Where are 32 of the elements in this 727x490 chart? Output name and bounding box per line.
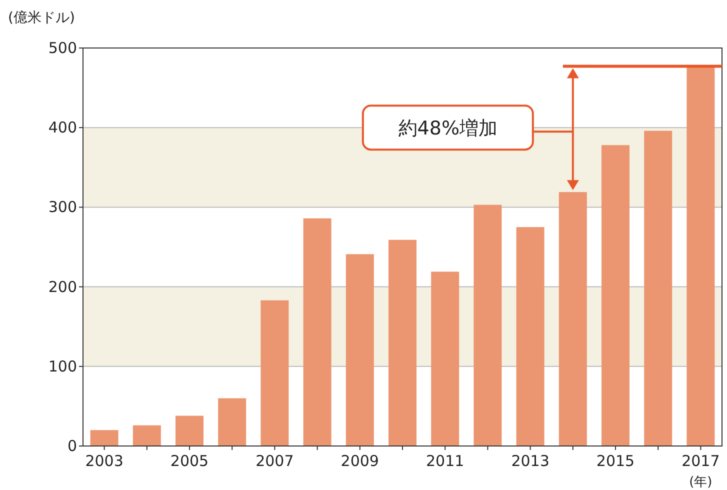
bar [516,227,544,446]
bar [260,300,289,446]
bar [388,240,416,446]
x-tick-label: 2017 [682,452,720,470]
x-tick-label: 2013 [511,452,550,470]
bar [132,425,161,446]
bar [346,254,374,446]
y-tick-label: 400 [48,118,77,137]
x-tick-label: 2009 [340,452,379,470]
bar [474,204,502,446]
x-tick-label: 2003 [85,452,124,470]
bar [303,218,332,446]
bar [176,416,204,446]
bar [644,130,672,446]
bar [218,398,246,446]
bar [686,66,715,446]
x-tick-label: 2007 [256,452,294,470]
bar [431,272,460,446]
annotation: 約48%増加 [398,118,498,140]
x-tick-label: 2011 [426,452,464,470]
x-tick-label: 2015 [596,452,635,470]
y-tick-label: 200 [48,278,77,296]
bar [558,192,587,446]
bar [90,430,118,446]
y-axis-title: (億米ドル) [8,10,75,26]
bar [602,145,630,446]
x-axis-title: (年) [689,475,712,490]
y-tick-label: 300 [48,198,77,216]
y-tick-label: 500 [48,39,77,57]
x-tick-label: 2005 [170,452,209,470]
y-tick-label: 0 [67,437,77,455]
y-tick-label: 100 [48,357,77,376]
